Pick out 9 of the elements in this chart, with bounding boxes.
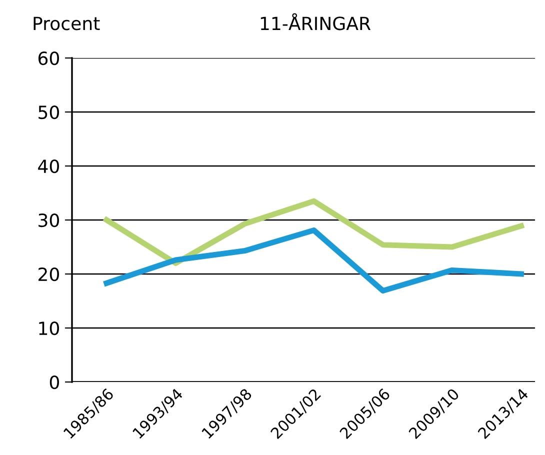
y-tick-label: 20 [38,267,59,282]
y-tick-label: 30 [38,213,59,228]
y-tick-label: 60 [38,51,59,66]
y-tick-label: 10 [39,321,59,336]
chart-title: 11-ÅRINGAR [260,13,371,30]
y-tick-label: 50 [38,105,59,120]
y-tick-label: 0 [50,375,59,390]
y-tick-label: 40 [38,159,59,174]
y-axis-title: Procent [34,16,100,30]
